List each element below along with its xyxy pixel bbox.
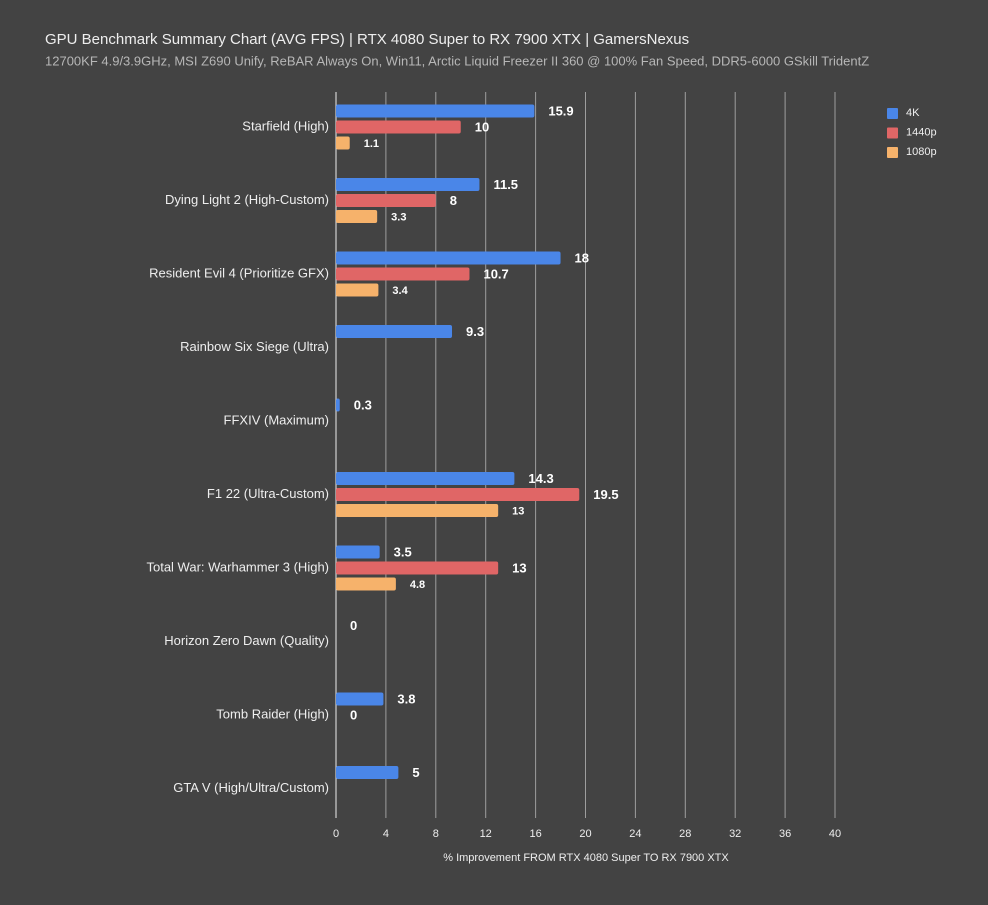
value-label: 3.5: [394, 544, 412, 559]
legend-swatch: [887, 147, 898, 158]
x-tick-label: 20: [579, 828, 591, 840]
x-axis-title: % Improvement FROM RTX 4080 Super TO RX …: [443, 852, 729, 864]
y-tick-label: Rainbow Six Siege (Ultra): [180, 339, 329, 354]
bar: [336, 692, 384, 706]
value-label: 0.3: [354, 397, 372, 412]
value-label: 10: [475, 119, 489, 134]
value-label: 0: [350, 618, 357, 633]
value-label: 3.4: [392, 285, 408, 297]
bar: [336, 210, 378, 223]
value-label: 0: [350, 707, 357, 722]
y-tick-label: GTA V (High/Ultra/Custom): [173, 780, 329, 795]
y-tick-label: Resident Evil 4 (Prioritize GFX): [149, 265, 329, 280]
value-label: 14.3: [528, 471, 553, 486]
bar: [336, 472, 515, 485]
bar: [336, 325, 453, 338]
bar: [336, 104, 535, 118]
bar: [336, 194, 436, 207]
bar: [336, 267, 470, 281]
legend-label: 1080p: [906, 146, 937, 158]
bar: [336, 398, 340, 412]
y-tick-label: Dying Light 2 (High-Custom): [165, 192, 329, 207]
x-tick-label: 4: [383, 828, 389, 840]
x-tick-label: 36: [779, 828, 791, 840]
bar: [336, 504, 499, 517]
bar: [336, 561, 499, 575]
value-label: 3.8: [397, 691, 415, 706]
y-tick-label: Total War: Warhammer 3 (High): [146, 559, 329, 574]
bar: [336, 251, 561, 265]
bar: [336, 136, 350, 150]
value-label: 18: [575, 250, 589, 265]
value-label: 19.5: [593, 487, 618, 502]
legend-label: 4K: [906, 107, 920, 119]
bar: [336, 178, 480, 191]
chart-subtitle: 12700KF 4.9/3.9GHz, MSI Z690 Unify, ReBA…: [45, 53, 869, 68]
bar: [336, 120, 461, 134]
bar: [336, 283, 379, 297]
x-tick-label: 28: [679, 828, 691, 840]
legend-label: 1440p: [906, 126, 937, 138]
y-tick-label: Horizon Zero Dawn (Quality): [164, 633, 329, 648]
value-label: 9.3: [466, 324, 484, 339]
x-tick-label: 40: [829, 828, 841, 840]
bar: [336, 577, 396, 591]
y-tick-label: F1 22 (Ultra-Custom): [207, 486, 329, 501]
value-label: 10.7: [483, 266, 508, 281]
x-tick-label: 16: [529, 828, 541, 840]
x-tick-label: 32: [729, 828, 741, 840]
y-tick-label: Tomb Raider (High): [216, 706, 329, 721]
bar: [336, 545, 380, 559]
x-tick-label: 24: [629, 828, 641, 840]
bar: [336, 488, 580, 501]
legend-swatch: [887, 108, 898, 119]
value-label: 13: [512, 560, 526, 575]
value-label: 15.9: [548, 103, 573, 118]
value-label: 3.3: [391, 211, 406, 223]
value-label: 1.1: [364, 138, 379, 150]
value-label: 11.5: [493, 177, 518, 192]
x-tick-label: 0: [333, 828, 339, 840]
chart-title: GPU Benchmark Summary Chart (AVG FPS) | …: [45, 31, 689, 48]
legend-swatch: [887, 127, 898, 139]
x-tick-label: 8: [433, 828, 439, 840]
value-label: 4.8: [410, 579, 425, 591]
value-label: 8: [450, 193, 457, 208]
value-label: 5: [412, 765, 419, 780]
y-tick-label: FFXIV (Maximum): [224, 412, 329, 427]
bar: [336, 766, 399, 779]
x-tick-label: 12: [480, 828, 492, 840]
value-label: 13: [512, 505, 524, 517]
y-tick-label: Starfield (High): [242, 118, 329, 133]
